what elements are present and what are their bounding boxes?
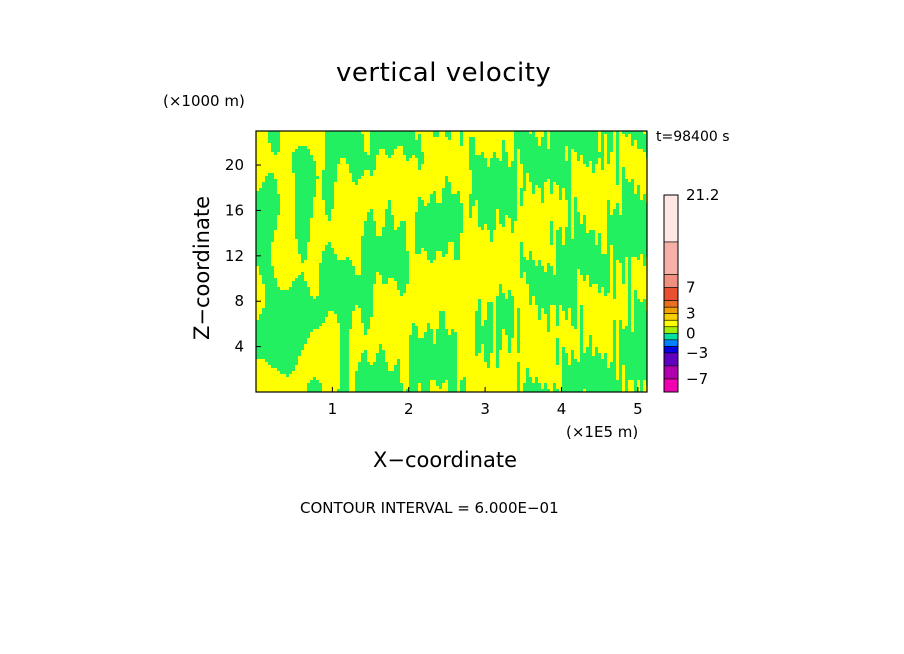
colorbar-segment [663, 287, 679, 301]
colorbar: 21.2 7 30 −3 −7 [663, 186, 719, 393]
y-tick-label: 8 [234, 292, 244, 310]
colorbar-segment [663, 378, 679, 393]
y-tick-label: 20 [225, 156, 244, 174]
colorbar-segment [663, 346, 679, 354]
time-label: t=98400 s [656, 129, 730, 145]
positive-field [256, 131, 647, 392]
colorbar-segment [663, 306, 679, 315]
y-tick-label: 16 [225, 201, 244, 219]
y-unit-label: (×1000 m) [163, 92, 245, 110]
colorbar-label: −3 [686, 344, 708, 362]
colorbar-segment [663, 241, 679, 275]
colorbar-segment [663, 332, 679, 341]
colorbar-label: 21.2 [686, 186, 719, 204]
x-axis-ticks: 1 2 3 4 5 [328, 387, 643, 418]
x-tick-label: 5 [633, 400, 643, 418]
y-tick-label: 4 [234, 338, 244, 356]
colorbar-label: 0 [686, 324, 696, 342]
y-tick-label: 12 [225, 247, 244, 265]
contour-interval-label: CONTOUR INTERVAL = 6.000E−01 [300, 499, 559, 517]
colorbar-segment [663, 319, 679, 328]
colorbar-frame [663, 194, 679, 393]
colorbar-segment [663, 326, 679, 334]
colorbar-segment [663, 313, 679, 321]
colorbar-segment [663, 274, 679, 288]
plot-area [255, 130, 648, 393]
x-tick-label: 1 [328, 400, 338, 418]
chart-title: vertical velocity [336, 58, 552, 88]
plot-frame [255, 130, 648, 393]
x-tick-label: 4 [557, 400, 567, 418]
colorbar-segment [663, 300, 679, 308]
x-unit-label: (×1E5 m) [566, 423, 639, 441]
positive-velocity-region [256, 131, 647, 392]
colorbar-segment [663, 352, 679, 367]
x-tick-label: 2 [404, 400, 414, 418]
colorbar-label: 7 [686, 279, 696, 297]
x-tick-label: 3 [480, 400, 490, 418]
colorbar-segment [663, 365, 679, 380]
x-axis-label: X−coordinate [373, 448, 517, 472]
colorbar-segment [663, 194, 679, 243]
colorbar-label: 3 [686, 305, 696, 323]
colorbar-segment [663, 339, 679, 347]
colorbar-label: −7 [686, 370, 708, 388]
y-axis-ticks: 4 8 12 16 20 [225, 156, 261, 356]
